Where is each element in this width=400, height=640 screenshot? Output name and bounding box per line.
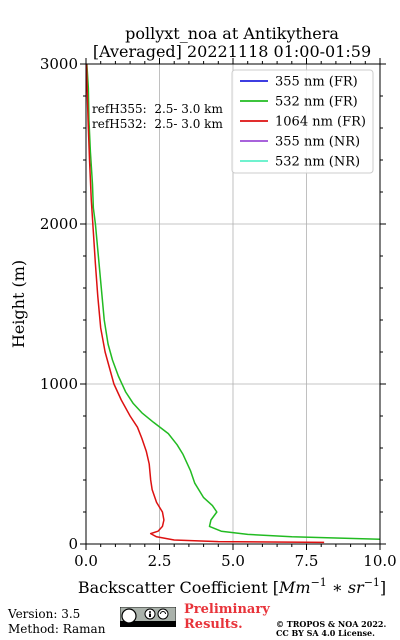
method-text: Method: Raman bbox=[8, 622, 106, 636]
series-line-2 bbox=[86, 64, 325, 544]
x-tick-label: 2.5 bbox=[148, 552, 172, 570]
x-axis-label-exp2: −1 bbox=[364, 576, 380, 589]
legend-label-3: 355 nm (NR) bbox=[275, 135, 360, 150]
preliminary-line2: Results. bbox=[184, 617, 243, 632]
preliminary-results-notice: Preliminary Results. bbox=[184, 602, 270, 632]
chart-title-line1: pollyxt_noa at Antikythera bbox=[125, 24, 339, 43]
version-text: Version: 3.5 bbox=[8, 607, 81, 621]
y-tick-label: 1000 bbox=[40, 375, 78, 393]
x-tick-label: 5.0 bbox=[221, 552, 245, 570]
plot-lines bbox=[86, 64, 380, 544]
x-axis-label-unit: Mm bbox=[278, 578, 311, 597]
y-tick-label: 2000 bbox=[40, 215, 78, 233]
x-axis-label-text: Backscatter Coefficient [ bbox=[78, 578, 279, 597]
x-axis-label-end: ] bbox=[380, 578, 386, 597]
cc-by-sa-license-icon bbox=[120, 607, 176, 627]
legend-box bbox=[231, 69, 374, 174]
annotation-refh532: refH532: 2.5- 3.0 km bbox=[92, 117, 223, 131]
x-axis-label: Backscatter Coefficient [Mm−1 ∗ sr−1] bbox=[78, 576, 386, 597]
chart-title-line2: [Averaged] 20221118 01:00-01:59 bbox=[93, 42, 371, 61]
x-axis-label-unit2: sr bbox=[348, 578, 365, 597]
legend-label-0: 355 nm (FR) bbox=[275, 75, 358, 90]
x-tick-label: 10.0 bbox=[363, 552, 396, 570]
legend-label-2: 1064 nm (FR) bbox=[275, 115, 366, 130]
x-tick-label: 7.5 bbox=[295, 552, 319, 570]
y-axis-label: Height (m) bbox=[9, 260, 28, 348]
preliminary-line1: Preliminary bbox=[184, 602, 270, 617]
annotation-refh355: refH355: 2.5- 3.0 km bbox=[92, 102, 223, 116]
legend-label-4: 532 nm (NR) bbox=[275, 155, 360, 170]
y-tick-label: 0 bbox=[68, 535, 78, 553]
x-tick-label: 0.0 bbox=[74, 552, 98, 570]
legend: 355 nm (FR) 532 nm (FR) 1064 nm (FR) 355 nm… bbox=[231, 69, 374, 174]
y-tick-label: 3000 bbox=[40, 55, 78, 73]
series-line-1 bbox=[86, 64, 380, 540]
copyright-line1: © TROPOS & NOA 2022. bbox=[276, 619, 387, 629]
x-axis-label-mid: ∗ bbox=[327, 578, 348, 597]
axis-ticks: 0.0 2.5 5.0 7.5 10.0 0 1000 2000 3000 bbox=[40, 55, 397, 570]
legend-label-1: 532 nm (FR) bbox=[275, 95, 358, 110]
x-axis-label-exp1: −1 bbox=[311, 576, 327, 589]
copyright-notice: © TROPOS & NOA 2022. CC BY SA 4.0 Licens… bbox=[276, 620, 386, 638]
copyright-line2: CC BY SA 4.0 License. bbox=[276, 628, 375, 638]
